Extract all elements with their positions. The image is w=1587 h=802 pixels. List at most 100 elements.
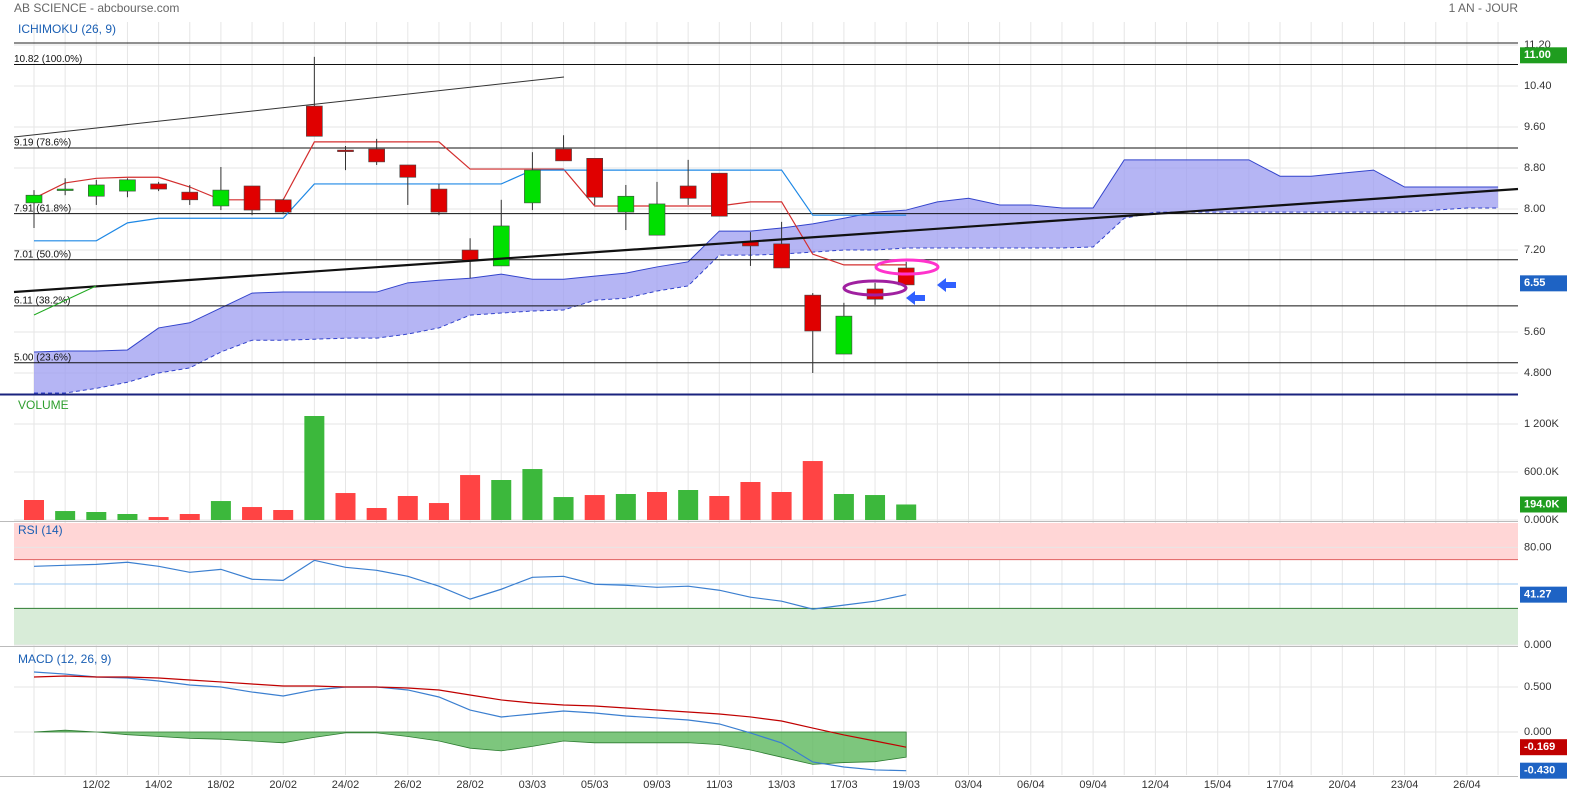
zone	[14, 608, 1518, 645]
candle-body	[399, 164, 417, 178]
y-tick-label: 8.00	[1524, 203, 1545, 215]
candle-body	[679, 185, 697, 199]
highlight-ellipse	[842, 279, 908, 297]
candle-body	[492, 225, 510, 267]
rsi-line	[33, 559, 907, 610]
x-tick-label: 12/04	[1142, 779, 1170, 791]
annotations	[13, 76, 1519, 316]
x-tick-label: 26/02	[394, 779, 422, 791]
y-tick-label: 4.800	[1524, 367, 1552, 379]
panel-title: ICHIMOKU (26, 9)	[18, 22, 116, 36]
volume-bar	[242, 507, 263, 520]
indicator-line	[34, 169, 907, 242]
x-tick-label: 15/04	[1204, 779, 1232, 791]
candle-body	[119, 179, 136, 192]
x-tick-label: 03/04	[955, 779, 983, 791]
volume-bar	[740, 482, 761, 520]
y-tick-label: 80.00	[1524, 541, 1552, 553]
page-title: AB SCIENCE - abcbourse.com	[14, 1, 179, 15]
volume-bar	[896, 504, 917, 520]
arrow	[906, 291, 925, 305]
macd-line	[33, 675, 907, 748]
volume-bar	[86, 512, 107, 520]
price-marker-label: 41.27	[1524, 589, 1552, 601]
volume-bar	[55, 511, 76, 520]
volume-bar	[24, 500, 44, 520]
x-tick-label: 13/03	[768, 779, 796, 791]
candle-body	[181, 191, 199, 201]
x-tick-label: 28/02	[456, 779, 484, 791]
candle-body	[710, 172, 728, 217]
highlight-ellipse	[874, 258, 940, 276]
histogram	[33, 729, 907, 765]
fib-label: 5.00 (23.6%)	[14, 352, 71, 363]
zone	[14, 523, 1518, 560]
panel-title: RSI (14)	[18, 523, 63, 537]
candle-body	[617, 195, 635, 213]
trend-line	[13, 76, 565, 138]
x-tick-label: 19/03	[892, 779, 920, 791]
candle-body	[430, 188, 448, 213]
volume-bar	[460, 475, 481, 520]
y-tick-label: 9.60	[1524, 121, 1545, 133]
y-tick-label: 8.80	[1524, 162, 1545, 174]
volume-bar	[647, 492, 667, 520]
macd-line	[33, 671, 907, 772]
x-tick-label: 03/03	[519, 779, 547, 791]
volume-bar	[865, 495, 886, 520]
candle-body	[368, 148, 385, 163]
x-tick-label: 14/02	[145, 779, 173, 791]
candle-body	[648, 203, 666, 236]
volume-bar	[335, 493, 356, 520]
volume-bar	[273, 510, 294, 520]
price-marker-label: 194.0K	[1524, 498, 1560, 510]
volume-bar	[428, 503, 449, 520]
candle-body	[306, 105, 323, 137]
price-marker	[1520, 275, 1567, 292]
volume-bar	[833, 494, 854, 520]
volume-bar	[802, 461, 823, 520]
candle-body	[25, 194, 43, 204]
x-tick-label: 17/04	[1266, 779, 1294, 791]
volume-bar	[148, 517, 169, 520]
x-tick-label: 09/03	[643, 779, 671, 791]
candle-body	[586, 158, 604, 198]
price-marker	[1520, 762, 1567, 779]
x-tick-label: 18/02	[207, 779, 235, 791]
fib-label: 10.82 (100.0%)	[14, 54, 82, 65]
panel-title: MACD (12, 26, 9)	[18, 652, 111, 666]
price-marker	[1520, 586, 1567, 603]
candle-body	[243, 185, 261, 211]
price-marker-label: -0.169	[1524, 741, 1555, 753]
x-tick-label: 05/03	[581, 779, 609, 791]
x-tick-label: 26/04	[1453, 779, 1481, 791]
candle-body	[555, 148, 572, 162]
candle-body	[524, 169, 541, 204]
span-b	[34, 207, 1499, 394]
y-tick-label: 600.0K	[1524, 466, 1560, 478]
volume-bar	[397, 496, 418, 520]
candle-body	[461, 249, 479, 261]
y-tick-label: 0.000K	[1524, 514, 1560, 526]
volume-bar	[304, 416, 325, 520]
indicator-line	[33, 141, 907, 266]
grid	[0, 22, 1518, 777]
fib-label: 7.91 (61.8%)	[14, 203, 71, 214]
fib-label: 9.19 (78.6%)	[14, 138, 71, 149]
volume-bar	[584, 495, 605, 520]
trend-line	[33, 285, 97, 316]
x-tick-label: 17/03	[830, 779, 858, 791]
volume-bar	[615, 494, 636, 520]
volume-bar	[553, 497, 574, 520]
plot	[14, 56, 1518, 772]
x-tick-label: 12/02	[83, 779, 111, 791]
y-tick-label: 0.000	[1524, 639, 1552, 651]
arrow	[937, 278, 956, 292]
candle-body	[56, 188, 74, 191]
period: 1 AN - JOUR	[1449, 1, 1519, 15]
fib-label: 7.01 (50.0%)	[14, 249, 71, 260]
y-tick-label: 10.40	[1524, 80, 1552, 92]
volume-bar	[678, 490, 699, 520]
